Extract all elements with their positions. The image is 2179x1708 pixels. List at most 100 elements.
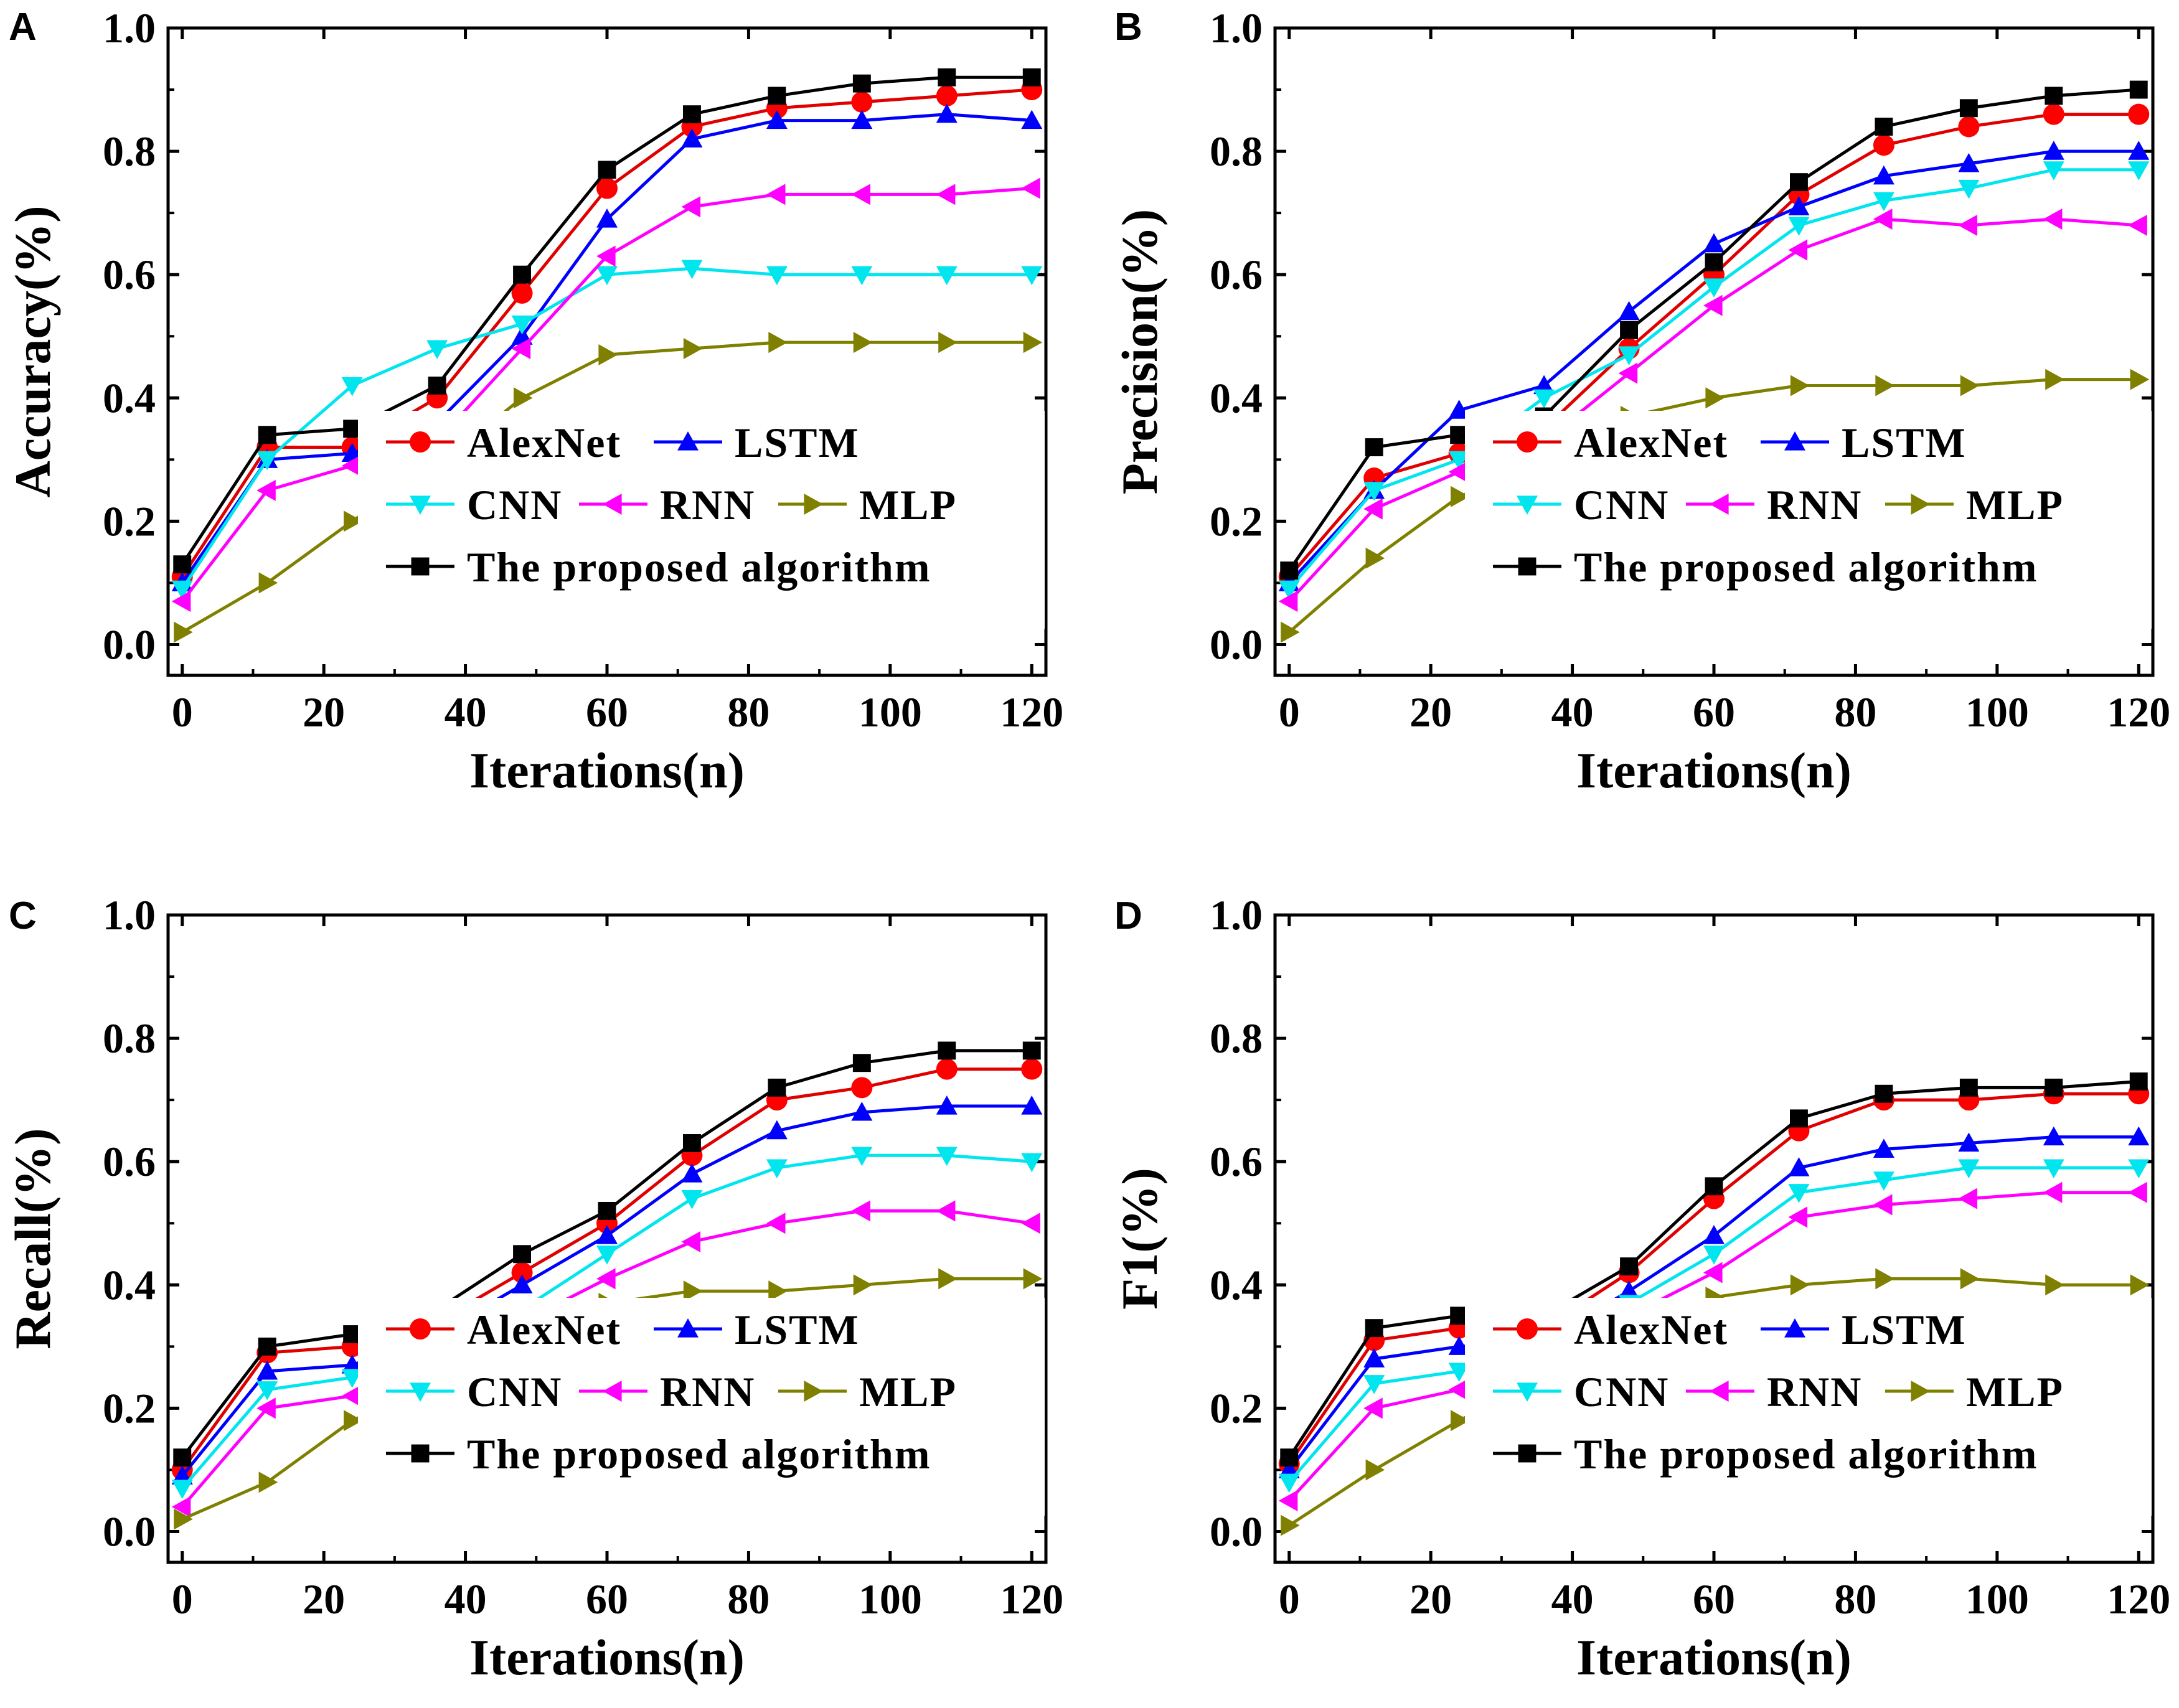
data-point (344, 1410, 363, 1432)
data-point (428, 377, 446, 395)
data-point (513, 1245, 531, 1264)
data-point (1703, 233, 1725, 253)
data-point (851, 1147, 873, 1166)
data-point (1448, 451, 1470, 471)
data-point (596, 177, 618, 199)
data-point (1451, 1410, 1470, 1432)
data-point (1365, 547, 1385, 569)
data-point (598, 1201, 616, 1220)
data-point (258, 572, 278, 594)
legend-entry-alexnet: AlexNet (1493, 1306, 1728, 1353)
legend-marker (1784, 1318, 1805, 1338)
legend-marker (1911, 494, 1930, 515)
data-point (1278, 580, 1300, 600)
data-point (2128, 214, 2147, 236)
data-point (936, 1147, 958, 1166)
legend-label: MLP (859, 481, 957, 528)
data-point (1363, 498, 1383, 520)
data-point (1620, 1257, 1638, 1276)
data-point (1790, 1109, 1808, 1128)
legend-marker (1710, 1381, 1729, 1402)
x-tick-label: 120 (1000, 1575, 1063, 1623)
data-point (1958, 1188, 1977, 1209)
data-point (1363, 1397, 1383, 1419)
legend-label: CNN (1574, 481, 1669, 528)
data-point (1875, 1084, 1893, 1103)
data-point (1958, 1159, 1980, 1179)
legend-marker (1710, 494, 1729, 515)
legend-marker (1517, 431, 1538, 453)
x-tick-label: 0 (1279, 688, 1300, 736)
data-point (258, 426, 276, 444)
x-tick-label: 80 (1834, 1575, 1876, 1623)
legend: AlexNet LSTM CNN RNN MLP The proposed algorit… (1465, 411, 2152, 629)
data-point (852, 1054, 871, 1072)
data-point (1280, 561, 1299, 580)
x-tick-label: 60 (586, 1575, 628, 1623)
legend-marker (410, 495, 431, 515)
legend-entry-the-proposed-algorithm: The proposed algorithm (386, 1430, 929, 1478)
x-tick-label: 100 (859, 1575, 922, 1623)
y-tick-label: 0.0 (103, 1508, 156, 1555)
legend-box (1465, 1298, 2152, 1516)
data-point (2043, 103, 2064, 125)
data-point (1021, 110, 1043, 129)
data-point (2045, 1078, 2063, 1097)
data-point (851, 184, 870, 205)
data-point (1790, 173, 1808, 192)
data-point (2043, 1181, 2063, 1203)
data-point (2128, 1126, 2150, 1146)
legend: AlexNet LSTM CNN RNN MLP The proposed algorit… (1465, 1298, 2152, 1516)
data-point (1620, 321, 1638, 339)
x-axis-title: Iterations(n) (469, 1629, 745, 1686)
y-tick-label: 0.2 (1210, 1384, 1263, 1432)
legend-label: AlexNet (1574, 1306, 1728, 1353)
data-point (766, 1120, 788, 1140)
data-point (936, 266, 958, 286)
legend-entry-cnn: CNN (386, 481, 561, 528)
data-point (1022, 1041, 1041, 1060)
data-point (511, 315, 533, 335)
data-point (1705, 387, 1725, 409)
data-point (2043, 161, 2064, 181)
data-point (1448, 1363, 1470, 1382)
series-cnn (171, 260, 1043, 600)
data-point (1873, 192, 1894, 212)
data-point (2129, 80, 2148, 99)
legend-entry-rnn: RNN (1686, 481, 1861, 528)
data-point (1960, 375, 1980, 396)
data-point (1958, 214, 1977, 236)
data-point (766, 266, 788, 286)
legend-marker (677, 1318, 699, 1338)
panel-d: D 0 20 40 60 80 100 120 0.0 0.2 0.4 0.6 0.8 1.0 Iterat… (1111, 891, 2170, 1686)
data-point (2130, 1274, 2150, 1296)
y-tick-label: 0.2 (103, 1384, 156, 1432)
y-tick-label: 0.4 (1210, 1261, 1263, 1308)
x-tick-label: 20 (303, 688, 345, 736)
legend-marker (1517, 1382, 1538, 1402)
data-point (2128, 161, 2150, 181)
x-tick-label: 80 (727, 688, 769, 736)
legend-entry-rnn: RNN (579, 1368, 754, 1415)
legend: AlexNet LSTM CNN RNN MLP The proposed algorit… (358, 411, 1045, 629)
data-point (1703, 1262, 1723, 1283)
x-axis-title: Iterations(n) (1576, 1629, 1852, 1686)
legend-marker (603, 1381, 622, 1402)
data-point (174, 1508, 193, 1530)
legend-label: CNN (1574, 1368, 1669, 1415)
data-point (853, 1274, 873, 1296)
data-point (598, 344, 618, 365)
data-point (2129, 1072, 2148, 1091)
y-tick-label: 0.8 (1210, 1015, 1263, 1062)
data-point (938, 332, 958, 354)
legend-marker (1518, 1444, 1537, 1463)
legend-label: AlexNet (467, 419, 621, 466)
data-point (173, 1448, 192, 1467)
data-point (936, 184, 956, 205)
y-tick-label: 0.8 (103, 1015, 156, 1062)
legend: AlexNet LSTM CNN RNN MLP The proposed algorit… (358, 1298, 1045, 1516)
x-tick-label: 120 (1000, 688, 1063, 736)
data-point (2043, 209, 2063, 230)
data-point (1533, 375, 1555, 395)
data-point (511, 1262, 533, 1283)
